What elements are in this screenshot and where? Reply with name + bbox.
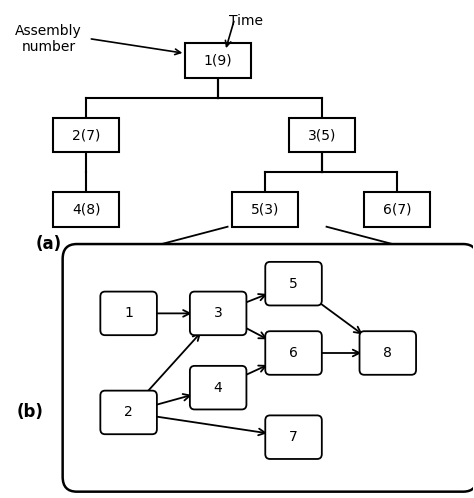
FancyBboxPatch shape: [190, 292, 246, 335]
Text: 6(7): 6(7): [383, 202, 411, 217]
Text: 5(3): 5(3): [251, 202, 280, 217]
FancyBboxPatch shape: [232, 192, 298, 227]
FancyBboxPatch shape: [190, 366, 246, 409]
Text: 6: 6: [289, 346, 298, 360]
Text: 2: 2: [124, 405, 133, 419]
FancyBboxPatch shape: [100, 390, 157, 434]
FancyBboxPatch shape: [185, 43, 251, 78]
Text: (b): (b): [16, 403, 43, 421]
Text: 1(9): 1(9): [204, 54, 232, 68]
Text: 3(5): 3(5): [308, 128, 336, 142]
FancyBboxPatch shape: [265, 262, 322, 305]
Text: 4(8): 4(8): [72, 202, 100, 217]
Text: Assembly
number: Assembly number: [15, 24, 82, 54]
Text: 2(7): 2(7): [72, 128, 100, 142]
Text: 3: 3: [214, 306, 222, 320]
Text: 5: 5: [289, 277, 298, 291]
FancyBboxPatch shape: [53, 118, 119, 152]
FancyBboxPatch shape: [265, 415, 322, 459]
Text: 4: 4: [214, 380, 222, 394]
FancyBboxPatch shape: [265, 331, 322, 375]
Text: 8: 8: [383, 346, 392, 360]
Text: 1: 1: [124, 306, 133, 320]
FancyBboxPatch shape: [359, 331, 416, 375]
FancyBboxPatch shape: [63, 244, 474, 492]
FancyBboxPatch shape: [364, 192, 430, 227]
Text: Time: Time: [229, 14, 264, 28]
FancyBboxPatch shape: [53, 192, 119, 227]
FancyBboxPatch shape: [100, 292, 157, 335]
FancyBboxPatch shape: [289, 118, 355, 152]
Text: 7: 7: [289, 430, 298, 444]
Text: (a): (a): [36, 235, 62, 253]
